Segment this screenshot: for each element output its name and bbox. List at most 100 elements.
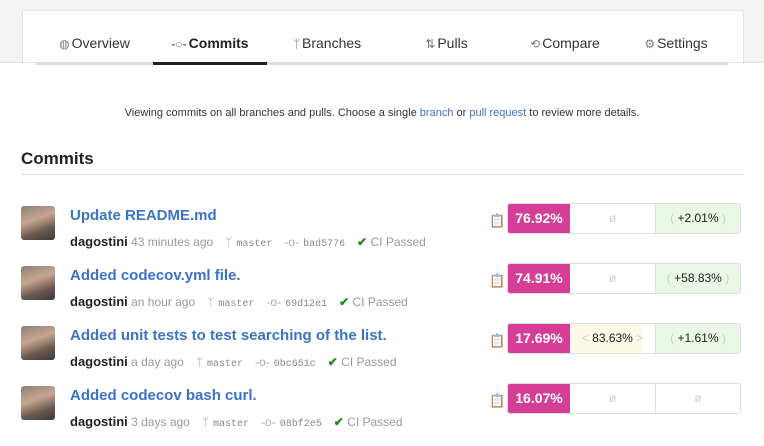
coverage-bar: 17.69% < 83.63% > ( +1.61% ) (507, 323, 741, 354)
tab-bar: ◍ Overview -○- Commits ᛘ Branches ⇅ Pulls ⟲ Compa… (36, 28, 728, 65)
commit-meta: dagostini an hour ago ᛘ master -o- 69d12e1 ✔ … (70, 294, 408, 310)
author[interactable]: dagostini (70, 414, 128, 429)
coverage-change: ( +2.01% ) (656, 204, 740, 233)
info-text: Viewing commits on all branches and pull… (0, 107, 764, 119)
branch-name[interactable]: master (207, 359, 244, 370)
commit-meta: dagostini a day ago ᛘ master -o- 0bc651c ✔ CI… (70, 354, 397, 370)
clipboard-icon[interactable]: 📋 (489, 333, 506, 348)
tab-overview[interactable]: ◍ Overview (36, 28, 153, 62)
coverage-change: ( +1.61% ) (656, 324, 740, 353)
check-icon: ✔ (357, 235, 368, 249)
branch-name[interactable]: master (213, 419, 250, 430)
author[interactable]: dagostini (70, 234, 128, 249)
empty-icon: ø (608, 211, 617, 225)
check-icon: ✔ (327, 355, 338, 369)
coverage-bar: 74.91% ø ( +58.83% ) (507, 263, 741, 294)
tab-label: Overview (71, 35, 130, 51)
branch-icon: ᛘ (195, 355, 204, 369)
branch-icon: ᛘ (201, 415, 210, 429)
coverage-value: 17.69% (508, 324, 570, 353)
commit-time: a day ago (131, 355, 184, 369)
branch-icon: ᛘ (225, 235, 233, 249)
compare-icon: ⟲ (530, 37, 541, 51)
tab-label: Commits (188, 35, 249, 51)
commit-icon: -o- (284, 235, 300, 249)
tab-label: Branches (302, 35, 362, 51)
branch-icon: ᛘ (292, 37, 301, 51)
commit-meta: dagostini 3 days ago ᛘ master -o- 08bf2e5 ✔ C… (70, 414, 403, 430)
commit-sha[interactable]: bad5776 (303, 239, 346, 250)
tab-label: Settings (657, 35, 708, 51)
commit-title-link[interactable]: Added codecov bash curl. (70, 387, 257, 404)
tab-branches[interactable]: ᛘ Branches (267, 28, 387, 62)
commit-sha[interactable]: 0bc651c (273, 359, 316, 370)
info-or: or (453, 107, 470, 119)
ci-status: CI Passed (370, 235, 426, 249)
diff-coverage: ø (570, 204, 656, 233)
change-value: +58.83% (674, 271, 722, 285)
coverage-value: 16.07% (508, 384, 570, 413)
commit-icon: -o- (255, 355, 270, 369)
tab-label: Compare (542, 35, 600, 51)
coverage-bar: 16.07% ø ø (507, 383, 741, 414)
commit-icon: -○- (171, 37, 187, 51)
commit-time: 3 days ago (131, 415, 190, 429)
avatar[interactable] (21, 206, 55, 240)
commit-time: an hour ago (131, 295, 196, 309)
diff-value: 83.63% (592, 331, 633, 345)
check-icon: ✔ (333, 415, 344, 429)
change-value: +1.61% (677, 331, 719, 345)
coverage-change: ( +58.83% ) (656, 264, 740, 293)
diff-coverage: ø (570, 264, 656, 293)
commit-sha[interactable]: 69d12e1 (285, 299, 328, 310)
tab-compare[interactable]: ⟲ Compare (506, 28, 624, 62)
page-title: Commits (21, 149, 94, 168)
commit-meta: dagostini 43 minutes ago ᛘ master -o-bad577… (70, 234, 426, 250)
ci-status: CI Passed (347, 415, 403, 429)
avatar[interactable] (21, 326, 55, 360)
commit-icon: -o- (266, 295, 282, 309)
gears-icon: ⚙ (644, 37, 656, 51)
commit-row: Update README.md dagostini 43 minutes ag… (21, 203, 741, 256)
check-icon: ✔ (339, 295, 350, 309)
commit-sha[interactable]: 08bf2e5 (279, 419, 322, 430)
clipboard-icon[interactable]: 📋 (489, 393, 506, 408)
avatar[interactable] (21, 266, 55, 300)
branch-link[interactable]: branch (419, 107, 454, 119)
clipboard-icon[interactable]: 📋 (489, 273, 506, 288)
coverage-value: 74.91% (508, 264, 570, 293)
author[interactable]: dagostini (70, 354, 128, 369)
ci-status: CI Passed (352, 295, 408, 309)
coverage-bar: 76.92% ø ( +2.01% ) (507, 203, 741, 234)
branch-icon: ᛘ (207, 295, 215, 309)
commit-row: Added unit tests to test searching of th… (21, 323, 741, 376)
clipboard-icon[interactable]: 📋 (489, 213, 506, 228)
commit-row: Added codecov bash curl. dagostini 3 day… (21, 383, 741, 436)
ci-status: CI Passed (341, 355, 397, 369)
commit-title-link[interactable]: Added unit tests to test searching of th… (70, 327, 387, 344)
empty-icon: ø (694, 391, 702, 405)
info-after: to review more details. (526, 107, 640, 119)
avatar[interactable] (21, 386, 55, 420)
coverage-value: 76.92% (508, 204, 570, 233)
tab-label: Pulls (437, 35, 468, 51)
nav-card (22, 10, 744, 64)
dashboard-icon: ◍ (59, 37, 70, 51)
commit-title-link[interactable]: Added codecov.yml file. (70, 267, 241, 284)
branch-name[interactable]: master (236, 239, 273, 250)
pull-request-icon: ⇅ (425, 37, 436, 51)
tab-settings[interactable]: ⚙ Settings (624, 28, 728, 62)
coverage-change: ø (656, 384, 740, 413)
tab-pulls[interactable]: ⇅ Pulls (387, 28, 506, 62)
commit-time: 43 minutes ago (131, 235, 214, 249)
empty-icon: ø (608, 271, 617, 285)
commit-title-link[interactable]: Update README.md (70, 207, 217, 224)
info-before: Viewing commits on all branches and pull… (124, 107, 420, 119)
empty-icon: ø (608, 391, 617, 405)
commit-row: Added codecov.yml file. dagostini an hou… (21, 263, 741, 316)
pull-request-link[interactable]: pull request (469, 107, 527, 119)
commit-icon: -o- (261, 415, 276, 429)
tab-commits[interactable]: -○- Commits (153, 28, 267, 65)
author[interactable]: dagostini (70, 294, 128, 309)
branch-name[interactable]: master (218, 299, 255, 310)
